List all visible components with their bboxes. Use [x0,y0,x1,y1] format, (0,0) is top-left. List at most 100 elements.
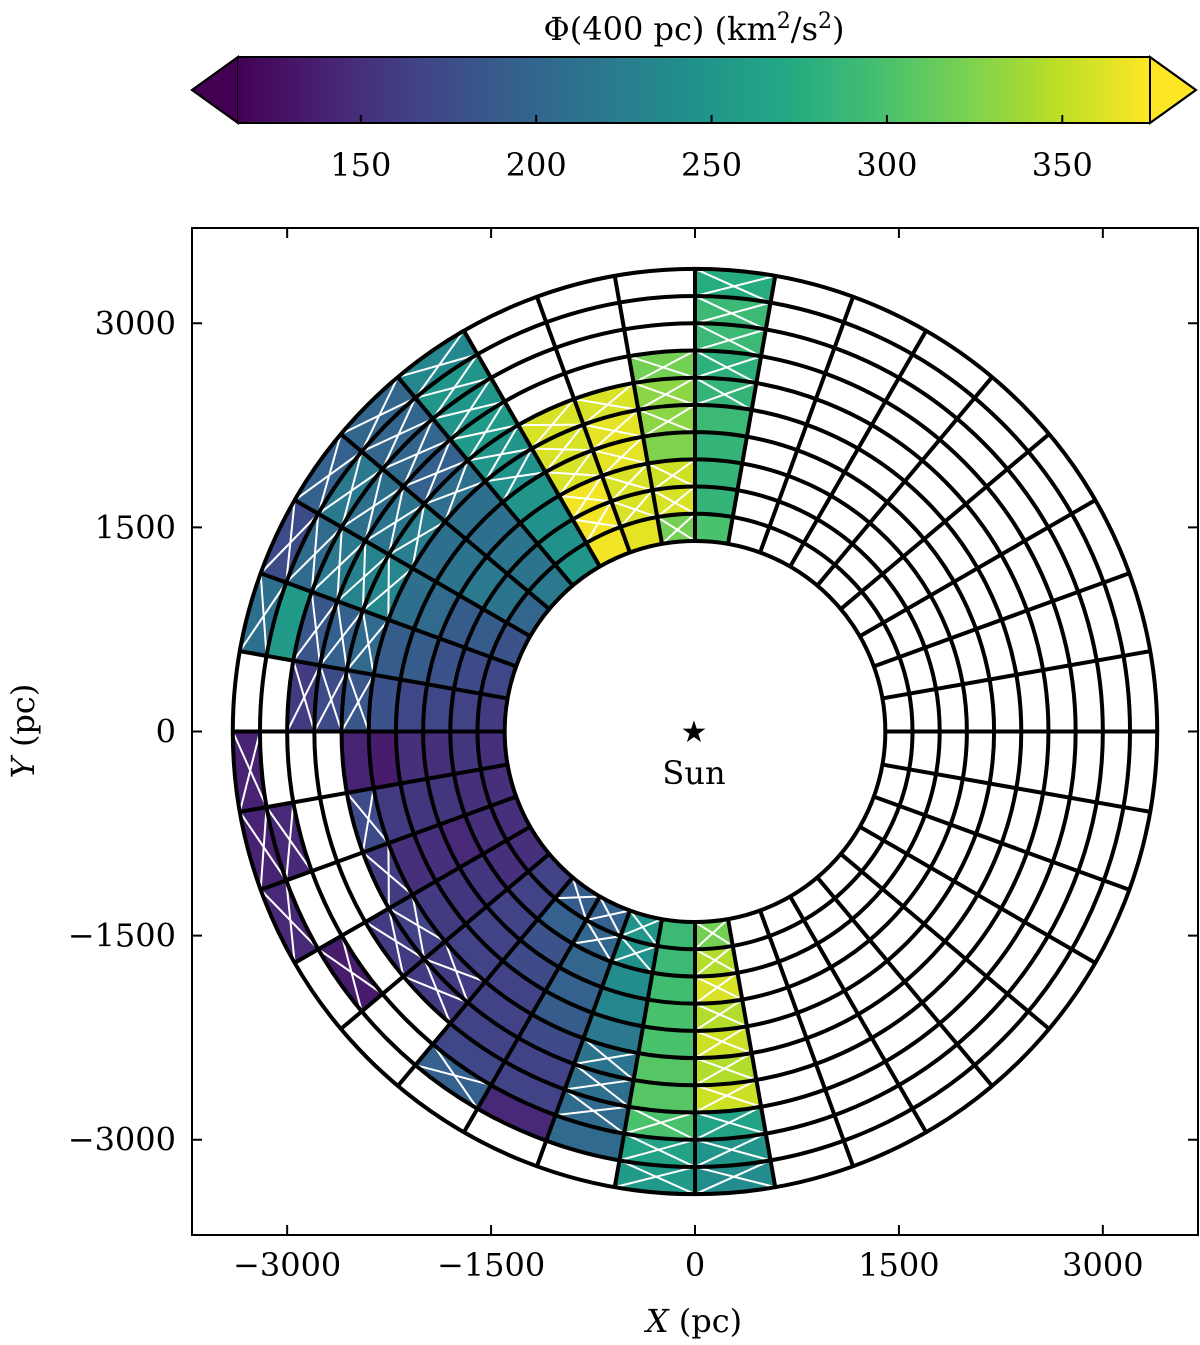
hatch-line [601,435,644,477]
annulus-cell [450,1002,519,1062]
annulus-cell [546,1115,625,1161]
annulus-cell [537,898,587,944]
hatch-line [694,1132,767,1168]
annulus-cell [403,439,468,505]
hatch-line [586,909,631,922]
annulus-cell [340,377,416,452]
y-axis-ticks: −3000 −1500 0 1500 3000 [68,304,1198,1159]
sector-line [293,498,532,638]
hatch-line [694,1025,748,1059]
hatch-line [571,877,588,921]
annulus-cell [395,679,428,732]
annulus-cell [388,833,436,895]
annulus-cell [395,731,428,784]
annulus-cell [318,935,383,1012]
sun-label: Sun [662,754,725,792]
sector-line [293,825,532,965]
annulus-cell [559,943,612,988]
x-axis-label: X (pc) [643,1302,742,1340]
sector-line [839,432,1051,611]
annulus-cell [485,960,546,1015]
colorbar-gradient [238,57,1150,123]
hatch-line [694,945,734,978]
annulus-cell [413,581,460,639]
hatch-line [610,462,649,503]
annulus-cell [337,540,389,611]
annulus-cell [424,460,486,522]
annulus-cell [439,595,484,648]
annulus-cell [439,815,484,868]
annulus-cell [477,693,508,732]
colorbar-tick-label: 150 [330,146,391,184]
annulus-cell [555,542,600,586]
hatch-line [387,486,405,555]
x-tick-label: 3000 [1062,1246,1143,1284]
annulus-cell [643,999,695,1031]
annulus-cell [477,731,508,770]
hatch-line [633,349,696,384]
annulus-cell [695,513,733,544]
annulus-cell [518,1014,584,1064]
hatch-line [652,489,696,515]
sector-line [858,825,1097,965]
hatch-line [317,433,342,515]
annulus-cell [397,330,478,398]
sun-star-icon: ★ [681,715,708,750]
colorbar-tick-label: 300 [856,146,917,184]
y-tick-label: 3000 [95,304,176,342]
y-tick-label: 0 [156,713,176,751]
annulus-cell [480,657,517,699]
sector-line [839,852,1051,1031]
hatch-line [610,500,658,519]
sector-line [815,876,994,1088]
hatch-line [694,355,762,379]
annulus-cell [413,824,460,882]
hatch-line [466,400,506,461]
hatch-line [259,889,319,950]
hatch-line [694,1002,748,1028]
hatch-line [432,353,479,420]
annulus-cell [506,826,550,872]
annulus-cell [459,853,508,907]
sector-line [396,876,575,1088]
hatch-line [610,944,658,963]
annulus-cell [695,486,738,518]
hatch-line [694,918,729,950]
colorbar-outline [190,56,1198,124]
hatch-line [656,516,696,542]
hatch-line [572,935,621,945]
hatch-line [694,975,743,1001]
hatch-line [694,921,734,947]
hatch-line [259,573,268,656]
hatch-line [364,921,425,960]
hatch-line [694,1159,771,1196]
hatch-line [319,665,343,732]
sector-line [535,909,632,1167]
hatch-line [381,397,417,470]
annulus-cell [368,731,401,789]
hatch-line [403,975,469,1004]
annulus-cell [486,888,538,940]
hatch-line [694,1052,753,1087]
annulus-cell [491,1061,565,1116]
sector-line [758,296,855,554]
annulus-cell [362,843,413,909]
annulus-cell [483,574,529,623]
annulus-cell [520,919,573,968]
annulus-cell [365,486,425,555]
sector-line [726,918,778,1188]
hatch-line [642,404,696,438]
sector-line [612,918,664,1188]
sector-line [788,895,928,1134]
sector-line [462,329,602,568]
hatch-line [694,328,767,352]
hatch-line [423,439,452,505]
annulus-cell [465,805,507,854]
annulus-cell [483,840,529,889]
annulus-cell [388,504,446,569]
annulus-cell [423,684,455,732]
hatch-line [694,1079,757,1114]
annulus-cell [531,424,593,473]
annulus-cell [415,354,492,419]
sector-line [788,329,928,568]
